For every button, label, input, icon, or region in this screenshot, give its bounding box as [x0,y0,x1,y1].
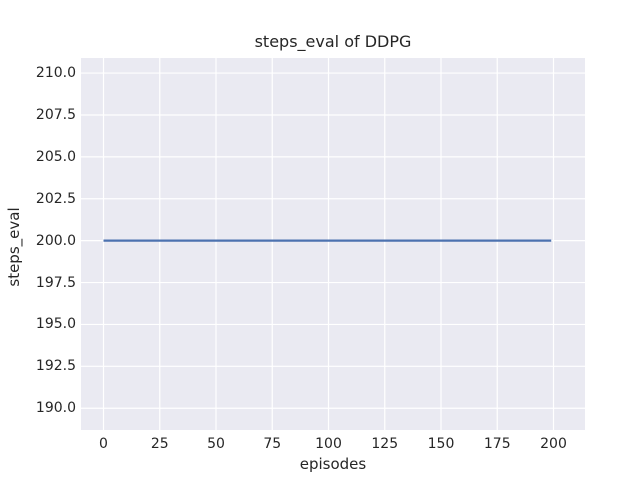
y-axis-label: steps_eval [5,207,23,287]
y-tick-label: 200.0 [35,232,76,249]
y-tick-label: 192.5 [35,358,76,375]
y-tick-label: 197.5 [35,274,76,291]
axes-background [81,58,585,430]
x-tick-label: 75 [263,436,282,452]
x-tick-label: 0 [99,436,108,452]
x-tick-label: 200 [540,436,567,452]
y-tick-label: 207.5 [35,106,76,123]
x-tick-label: 175 [483,436,511,452]
y-tick-label: 202.5 [35,190,76,207]
y-tick-label: 195.0 [35,316,76,333]
chart-title: steps_eval of DDPG [254,32,412,51]
x-tick-label: 150 [427,436,455,452]
y-tick-label: 205.0 [35,148,76,165]
x-tick-label: 125 [371,436,399,452]
y-tick-label: 190.0 [35,400,76,417]
x-tick-label: 100 [315,436,342,452]
x-tick-label: 25 [150,436,169,452]
x-axis-label: episodes [299,455,367,473]
x-tick-label: 50 [207,436,225,452]
y-tick-label: 210.0 [35,65,76,82]
